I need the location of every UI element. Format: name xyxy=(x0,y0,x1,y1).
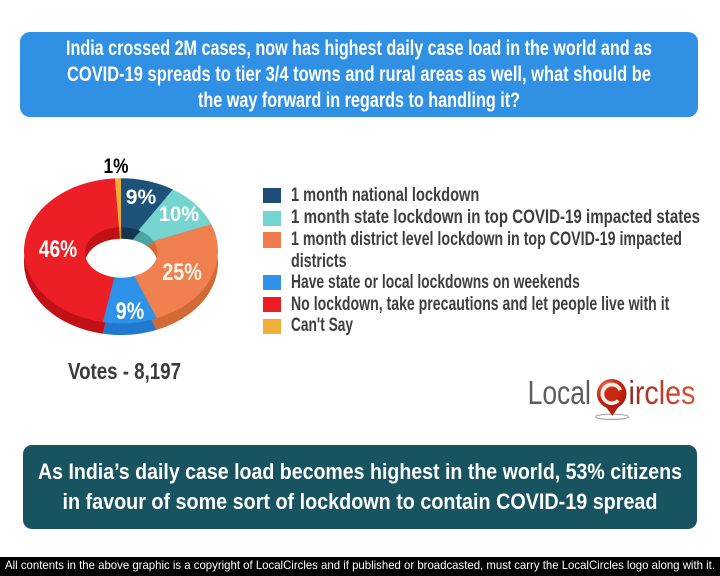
svg-text:Local: Local xyxy=(528,376,591,412)
svg-text:ircles: ircles xyxy=(629,374,696,411)
